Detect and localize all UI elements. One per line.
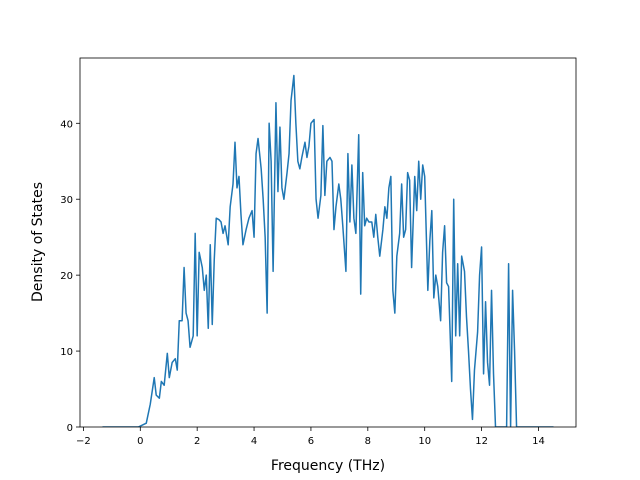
x-tick-label: 4: [251, 436, 257, 447]
x-tick-label: 12: [475, 436, 488, 447]
x-tick-label: 2: [194, 436, 200, 447]
x-tick-label: −2: [76, 436, 91, 447]
y-tick-label: 30: [60, 195, 73, 206]
y-axis-label: Density of States: [30, 182, 46, 302]
y-tick-label: 40: [60, 119, 73, 130]
axes-frame: [79, 57, 577, 428]
y-tick-label: 10: [60, 347, 73, 358]
x-tick-label: 14: [532, 436, 545, 447]
x-tick-label: 0: [137, 436, 143, 447]
x-axis-label: Frequency (THz): [271, 458, 385, 474]
y-tick-label: 0: [67, 423, 73, 434]
x-tick-label: 8: [365, 436, 371, 447]
data-line: [102, 74, 554, 427]
x-tick-label: 6: [308, 436, 314, 447]
x-tick-label: 10: [418, 436, 431, 447]
y-tick-label: 20: [60, 271, 73, 282]
